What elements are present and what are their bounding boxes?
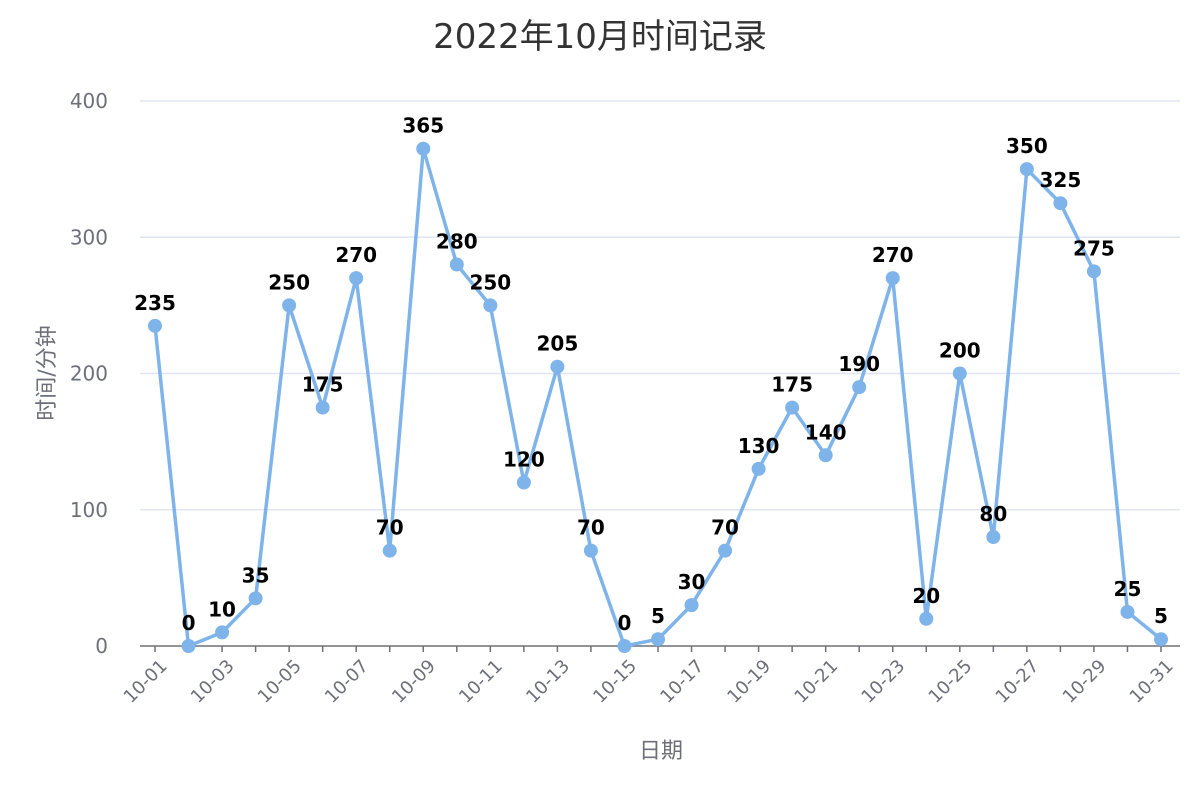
data-label: 120 [503, 448, 545, 472]
data-point [952, 366, 967, 381]
data-label: 25 [1114, 577, 1142, 601]
data-point [919, 611, 934, 626]
y-tick-label: 200 [70, 362, 108, 386]
data-point [718, 543, 733, 558]
data-label: 270 [335, 243, 377, 267]
data-label: 350 [1006, 134, 1048, 158]
data-label: 70 [711, 516, 739, 540]
series-line [153, 146, 1163, 648]
data-point [986, 530, 1001, 544]
data-point [516, 475, 531, 490]
data-point [148, 318, 162, 333]
data-point [785, 400, 800, 415]
series [148, 141, 1168, 653]
data-point [1120, 604, 1135, 619]
y-tick-label: 300 [70, 225, 108, 249]
data-point [282, 298, 297, 313]
y-tick-label: 400 [70, 89, 108, 113]
data-label: 35 [242, 563, 270, 587]
data-point [449, 257, 464, 272]
data-point [382, 543, 397, 558]
data-label: 20 [912, 584, 940, 608]
x-tick-label: 10-29 [1059, 656, 1111, 708]
data-point [1053, 196, 1068, 211]
data-point [315, 400, 330, 415]
data-point [550, 359, 565, 374]
data-label: 250 [469, 270, 511, 294]
data-label: 5 [651, 604, 665, 628]
data-label: 30 [678, 570, 706, 594]
data-point [483, 298, 498, 313]
x-tick-label: 10-27 [992, 656, 1044, 708]
data-label: 205 [537, 332, 579, 356]
data-label: 70 [577, 516, 605, 540]
x-axis-label: 日期 [639, 739, 683, 764]
data-label: 140 [805, 420, 847, 444]
x-tick-label: 10-09 [388, 656, 440, 708]
y-axis-ticks: 0 100 200 300 400 [70, 89, 108, 658]
data-point [852, 380, 867, 395]
data-label: 200 [939, 339, 981, 363]
data-point [583, 543, 598, 558]
y-tick-label: 100 [70, 498, 108, 522]
x-axis: 10-01 10-03 10-05 10-07 10-09 10-11 10-13 10-15… [120, 645, 1180, 708]
x-tick-label: 10-19 [723, 656, 775, 708]
data-label: 275 [1073, 236, 1115, 260]
data-point [651, 632, 665, 647]
data-point [215, 625, 230, 640]
x-tick-label: 10-05 [254, 656, 306, 708]
data-point [885, 271, 900, 286]
x-tick-label: 10-13 [522, 656, 574, 708]
data-point [684, 598, 699, 613]
data-label: 80 [979, 502, 1007, 526]
data-label: 250 [268, 270, 310, 294]
data-point [1086, 264, 1101, 279]
data-point [1019, 162, 1034, 177]
y-axis-label: 时间/分钟 [35, 325, 60, 420]
x-tick-label: 10-07 [321, 656, 373, 708]
data-label: 10 [208, 597, 236, 621]
x-tick-label: 10-03 [187, 656, 239, 708]
data-label: 365 [402, 114, 444, 138]
x-tick-label: 10-01 [120, 656, 172, 708]
data-label: 130 [738, 434, 780, 458]
data-label: 280 [436, 230, 478, 254]
chart-title: 2022年10月时间记录 [433, 17, 767, 57]
data-label: 235 [134, 291, 176, 315]
data-point [818, 448, 833, 463]
x-tick-label: 10-15 [589, 656, 641, 708]
data-point [181, 639, 196, 653]
x-tick-label: 10-17 [656, 656, 708, 708]
x-tick-label: 10-31 [1126, 656, 1178, 708]
x-tick-label: 10-25 [925, 656, 977, 708]
data-label: 0 [182, 611, 196, 635]
data-label: 70 [376, 516, 404, 540]
data-label: 175 [302, 373, 344, 397]
data-label: 5 [1154, 604, 1168, 628]
data-label: 270 [872, 243, 914, 267]
x-tick-label: 10-11 [455, 656, 507, 708]
data-point [1154, 632, 1168, 647]
data-label: 175 [771, 373, 813, 397]
data-label: 325 [1040, 168, 1082, 192]
data-point [416, 141, 431, 156]
x-tick-label: 10-21 [790, 656, 842, 708]
y-tick-label: 0 [95, 634, 108, 658]
data-point [617, 639, 632, 653]
data-point [751, 461, 766, 476]
data-point [248, 591, 263, 606]
data-label: 190 [838, 352, 880, 376]
x-tick-label: 10-23 [857, 656, 909, 708]
data-point [349, 271, 364, 286]
data-label: 0 [618, 611, 632, 635]
